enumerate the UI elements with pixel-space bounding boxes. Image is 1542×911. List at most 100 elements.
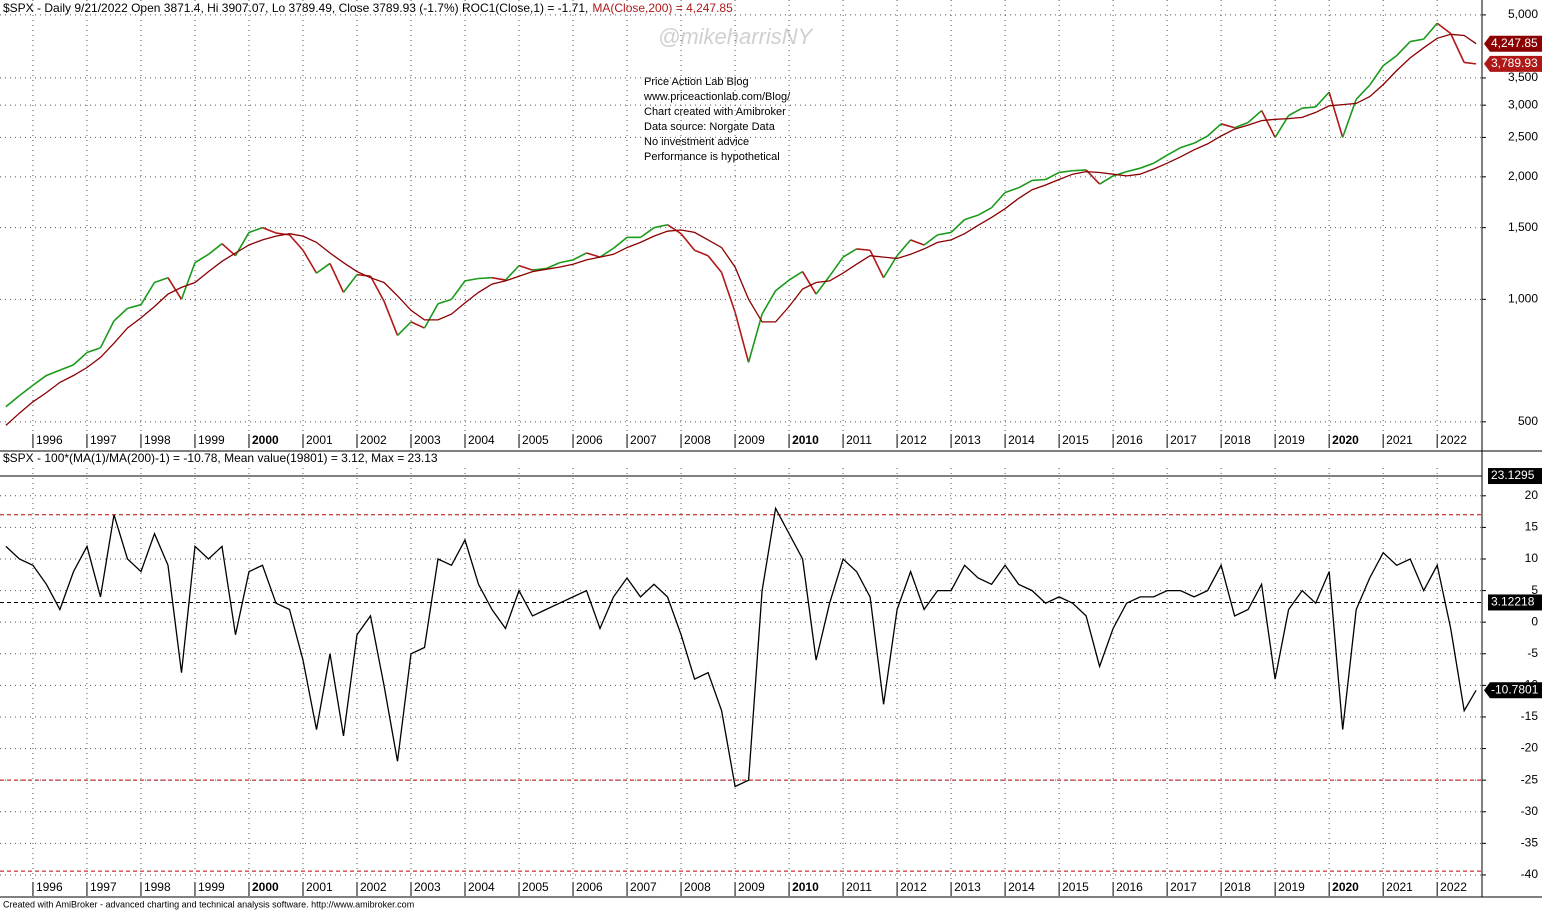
price-segment — [1423, 22, 1438, 40]
x-tick-label: 2008 — [684, 880, 711, 894]
price-segment — [707, 255, 723, 273]
price-segment — [545, 262, 560, 270]
price-segment — [964, 214, 979, 221]
price-segment — [532, 267, 547, 271]
x-tick-label: 1998 — [144, 433, 171, 447]
price-segment — [302, 249, 318, 274]
y-tick-label: -40 — [1521, 867, 1539, 881]
price-segment — [1315, 91, 1330, 108]
price-segment — [1410, 38, 1424, 43]
y-tick-label: 3,500 — [1508, 70, 1538, 84]
price-segment — [342, 274, 358, 293]
x-tick-label: 2001 — [306, 433, 333, 447]
price-segment — [1302, 106, 1316, 109]
price-segment — [1234, 121, 1249, 129]
x-tick-label: 1997 — [90, 880, 117, 894]
price-segment — [329, 263, 345, 293]
price-segment — [478, 276, 493, 280]
x-tick-label: 2018 — [1224, 880, 1251, 894]
price-segment — [59, 364, 74, 371]
x-tick-label: 1997 — [90, 433, 117, 447]
annotation: Price Action Lab Blog — [644, 76, 749, 88]
price-segment — [1464, 61, 1477, 65]
price-segment — [464, 277, 479, 282]
y-tick-label: 0 — [1531, 614, 1538, 628]
price-segment — [653, 223, 668, 229]
x-tick-label: 2011 — [846, 433, 872, 447]
price-segment — [207, 243, 223, 255]
x-tick-label: 2006 — [576, 880, 603, 894]
x-tick-label: 2002 — [360, 433, 387, 447]
price-segment — [316, 262, 331, 274]
price-segment — [1207, 123, 1222, 137]
price-segment — [910, 239, 925, 246]
x-tick-label: 2016 — [1116, 880, 1143, 894]
price-segment — [1288, 107, 1303, 117]
x-tick-label: 2009 — [738, 880, 765, 894]
price-segment — [99, 320, 115, 349]
price-segment — [5, 394, 20, 408]
price-segment — [1193, 135, 1209, 144]
price-segment — [140, 282, 156, 306]
x-tick-label: 2004 — [468, 880, 495, 894]
x-tick-label: 2013 — [954, 880, 981, 894]
price-segment — [1112, 170, 1127, 177]
price-segment — [869, 249, 885, 279]
x-tick-label: 2022 — [1440, 433, 1467, 447]
title: $SPX - Daily 9/21/2022 Open 3871.4, Hi 3… — [3, 1, 588, 15]
price-segment — [801, 271, 817, 295]
x-tick-label: 2020 — [1332, 433, 1359, 447]
price-segment — [491, 276, 506, 281]
price-segment — [761, 290, 777, 315]
y-tick-label: -30 — [1521, 804, 1539, 818]
price-segment — [788, 270, 803, 281]
price-segment — [856, 248, 871, 252]
y-tick-label: 500 — [1518, 414, 1538, 428]
x-tick-label: 2022 — [1440, 880, 1467, 894]
y-tick-label: -5 — [1527, 646, 1538, 660]
value-label: -10.7801 — [1491, 682, 1539, 696]
x-tick-label: 2015 — [1062, 433, 1089, 447]
price-segment — [356, 273, 371, 277]
price-segment — [586, 252, 601, 258]
y-tick-label: 5 — [1531, 583, 1538, 597]
price-segment — [842, 248, 857, 258]
price-segment — [1004, 187, 1019, 194]
x-tick-label: 2021 — [1386, 433, 1413, 447]
price-segment — [896, 239, 912, 257]
x-tick-label: 2010 — [792, 433, 819, 447]
price-segment — [1059, 169, 1073, 174]
price-segment — [1369, 65, 1384, 86]
series-line — [5, 33, 1477, 426]
chart-title: $SPX - 100*(MA(1)/MA(200)-1) = -10.78, M… — [3, 451, 438, 465]
series-line — [5, 506, 1477, 788]
x-tick-label: 2007 — [630, 433, 657, 447]
x-tick-label: 2017 — [1170, 433, 1197, 447]
x-tick-label: 2019 — [1278, 880, 1305, 894]
price-segment — [396, 321, 412, 337]
x-tick-label: 2014 — [1008, 880, 1035, 894]
price-segment — [113, 307, 129, 322]
price-segment — [1436, 22, 1452, 35]
x-tick-label: 2003 — [414, 433, 441, 447]
annotation: Performance is hypothetical — [644, 151, 780, 163]
annotation: No investment advice — [644, 136, 749, 148]
x-tick-label: 2018 — [1224, 433, 1251, 447]
x-tick-label: 2019 — [1278, 433, 1305, 447]
chart-title: $SPX - Daily 9/21/2022 Open 3871.4, Hi 3… — [3, 1, 733, 15]
price-segment — [383, 300, 399, 336]
annotations: Price Action Lab Blog www.priceactionlab… — [643, 76, 791, 163]
x-tick-label: 2005 — [522, 433, 549, 447]
value-label: 23.1295 — [1491, 468, 1535, 482]
annotation: www.priceactionlab.com/Blog/ — [643, 91, 791, 103]
x-tick-label: 1999 — [198, 433, 225, 447]
x-tick-label: 2016 — [1116, 433, 1143, 447]
price-segment — [369, 275, 385, 302]
x-tick-label: 2012 — [900, 880, 927, 894]
price-segment — [1341, 99, 1357, 138]
price-segment — [154, 276, 169, 284]
price-segment — [288, 234, 304, 251]
price-segment — [977, 206, 992, 216]
price-segment — [950, 219, 966, 234]
